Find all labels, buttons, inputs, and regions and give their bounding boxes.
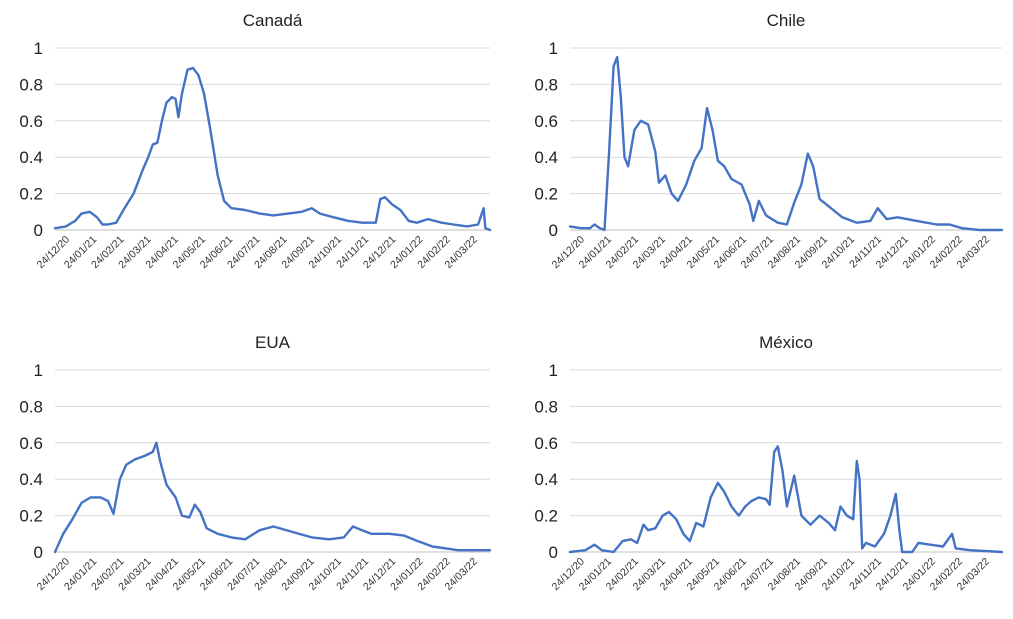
y-tick-label-mexico-1: 0.2 [534, 507, 558, 526]
y-tick-label-canada-1: 0.2 [19, 185, 43, 204]
chart-chile: Chile00.20.40.60.8124/12/2024/01/2124/02… [534, 11, 1004, 271]
y-tick-label-canada-5: 1 [34, 39, 43, 58]
y-tick-label-mexico-2: 0.4 [534, 470, 558, 489]
y-tick-label-chile-4: 0.8 [534, 75, 558, 94]
y-tick-label-mexico-5: 1 [549, 361, 558, 380]
y-tick-label-eua-2: 0.4 [19, 470, 43, 489]
series-line-mexico-0 [568, 445, 1004, 554]
y-tick-label-chile-1: 0.2 [534, 185, 558, 204]
chart-canada: Canadá00.20.40.60.8124/12/2024/01/2124/0… [19, 11, 492, 271]
chart-eua: EUA00.20.40.60.8124/12/2024/01/2124/02/2… [19, 333, 492, 593]
y-tick-label-eua-4: 0.8 [19, 397, 43, 416]
chart-title-canada: Canadá [243, 11, 303, 30]
y-tick-label-chile-5: 1 [549, 39, 558, 58]
y-tick-label-canada-0: 0 [34, 221, 43, 240]
series-line-canada-0 [53, 66, 492, 232]
y-tick-label-eua-1: 0.2 [19, 507, 43, 526]
y-tick-label-mexico-3: 0.6 [534, 434, 558, 453]
chart-title-eua: EUA [255, 333, 291, 352]
chart-mexico: México00.20.40.60.8124/12/2024/01/2124/0… [534, 333, 1004, 593]
series-line-eua-0 [53, 441, 492, 554]
y-tick-label-canada-4: 0.8 [19, 75, 43, 94]
y-tick-label-eua-0: 0 [34, 543, 43, 562]
series-line-chile-0 [568, 55, 1004, 232]
y-tick-label-chile-3: 0.6 [534, 112, 558, 131]
y-tick-label-canada-2: 0.4 [19, 148, 43, 167]
y-tick-label-canada-3: 0.6 [19, 112, 43, 131]
y-tick-label-chile-0: 0 [549, 221, 558, 240]
chart-title-chile: Chile [767, 11, 806, 30]
y-tick-label-mexico-0: 0 [549, 543, 558, 562]
y-tick-label-eua-3: 0.6 [19, 434, 43, 453]
y-tick-label-chile-2: 0.4 [534, 148, 558, 167]
y-tick-label-eua-5: 1 [34, 361, 43, 380]
y-tick-label-mexico-4: 0.8 [534, 397, 558, 416]
chart-title-mexico: México [759, 333, 813, 352]
